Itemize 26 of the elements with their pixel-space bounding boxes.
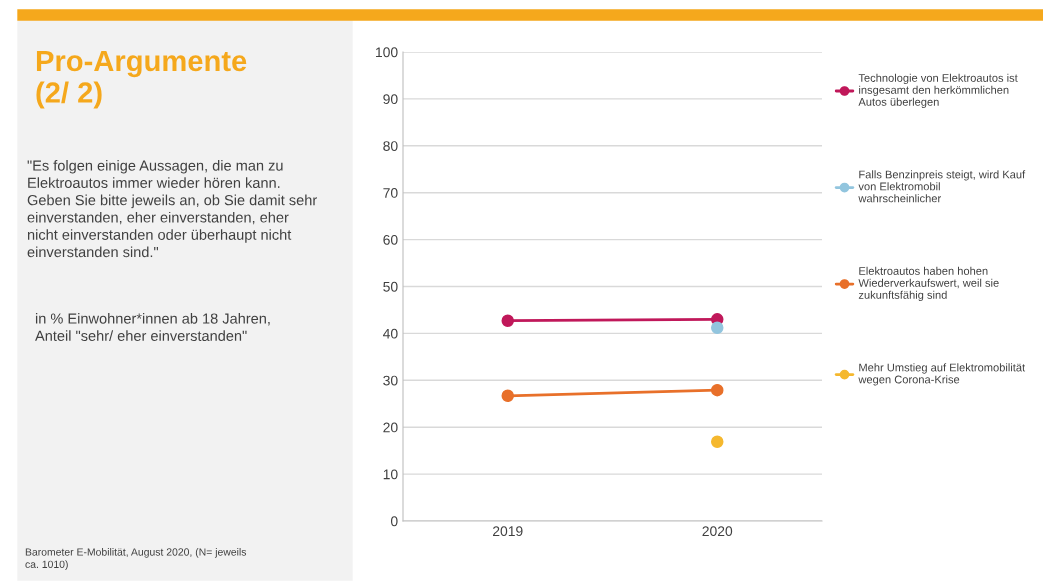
point	[710, 435, 724, 448]
point	[501, 314, 515, 327]
x-tick-label: 2020	[702, 526, 733, 537]
point	[710, 321, 724, 335]
y-tick-label: 0	[390, 516, 398, 527]
legend-label: Mehr Umstieg auf Elektromobilität wegen Corona-Krise	[858, 363, 1026, 386]
y-tick-label: 10	[383, 469, 398, 480]
y-tick-label: 100	[376, 47, 398, 58]
y-tick-label: 30	[383, 375, 398, 386]
y-tick-label: 60	[383, 234, 398, 245]
legend-label: Falls Benzinpreis steigt, wird Kauf von Elektromobil wahrscheinlicher	[858, 170, 1026, 203]
text: in % Einwohner*innen ab 18 Jahren, Anteil "sehr/ eher einverstanden"	[35, 313, 270, 342]
text: Barometer E-Mobilität, August 2020, (N= jeweils ca. 1010)	[25, 548, 247, 571]
legend-label: Elektroautos haben hohen Wiederverkaufswert, weil sie zukunftsfähig sind	[858, 266, 999, 302]
y-tick-label: 20	[383, 422, 398, 433]
legend-label: Technologie von Elektroautos ist insgesamt den herkömmlichen Autos überlegen	[858, 73, 1018, 109]
y-tick-label: 40	[383, 328, 398, 339]
x-tick-label: 2019	[493, 526, 523, 537]
point	[501, 389, 515, 403]
y-tick-label: 70	[383, 188, 398, 198]
text: Pro-Argumente (2/ 2)	[36, 50, 247, 109]
y-tick-label: 50	[383, 281, 398, 292]
text: "Es folgen einige Aussagen, die man zu Elektroautos immer wieder hören kann. Geben Sie bitte jeweils an, ob Sie damit sehr einverstanden, eher einverstanden, eher nicht einverstanden oder überhaupt nicht einverstanden sind."	[27, 160, 317, 258]
y-tick-label: 80	[383, 141, 398, 151]
y-tick-label: 90	[383, 94, 398, 105]
point	[710, 383, 724, 397]
